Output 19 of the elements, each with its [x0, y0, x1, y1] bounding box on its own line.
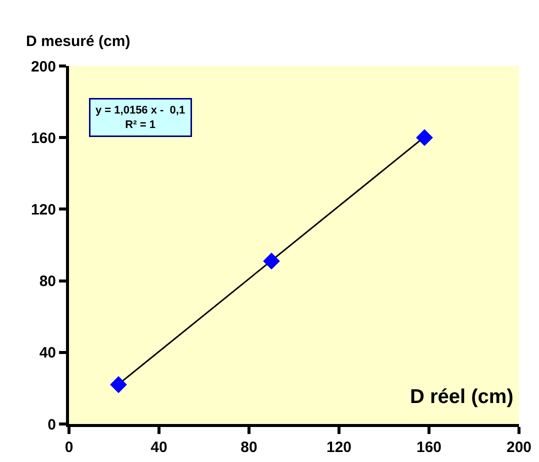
- y-axis-title: D mesuré (cm): [26, 33, 130, 50]
- y-tick-label: 160: [30, 130, 56, 147]
- y-tick-label: 80: [39, 273, 56, 290]
- x-tick-label: 40: [150, 439, 168, 456]
- annotation: R² = 1: [125, 118, 156, 131]
- x-tick-label: 120: [326, 439, 352, 456]
- y-tick-label: 40: [39, 344, 56, 362]
- point: [416, 129, 433, 146]
- x-tick-label: 0: [64, 439, 74, 456]
- x-tick-label: 200: [506, 439, 532, 456]
- x-tick-label: 160: [416, 439, 442, 456]
- annotation: y = 1,0156 x - 0,1: [96, 104, 186, 116]
- x-axis-title: D réel (cm): [410, 386, 514, 408]
- y-tick-label: 200: [30, 58, 56, 76]
- point: [110, 376, 127, 394]
- y-tick-label: 0: [48, 416, 56, 434]
- y-tick-label: 120: [30, 201, 56, 218]
- x-tick-label: 80: [240, 439, 258, 456]
- point: [263, 252, 280, 270]
